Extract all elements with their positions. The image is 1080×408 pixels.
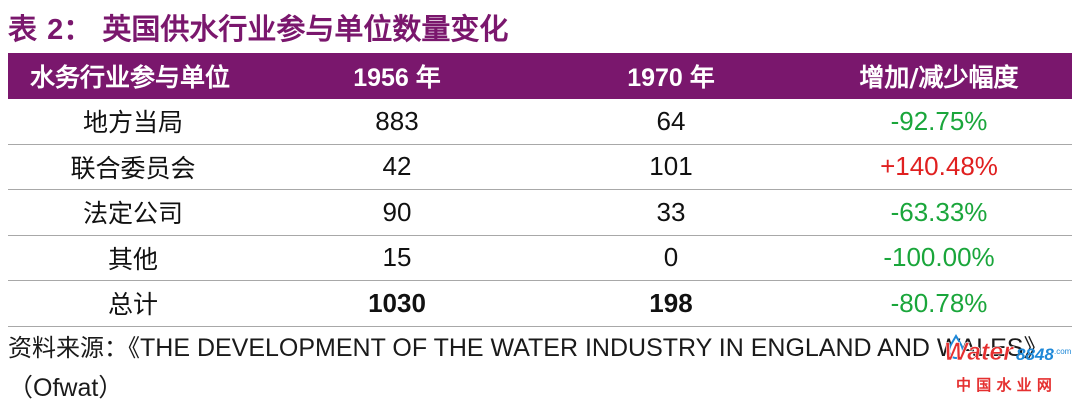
header-unit-type: 水务行业参与单位 [30,63,231,92]
source-close-bracket: 》 [1023,334,1048,362]
row-1970-value: 64 [656,105,686,136]
logo-brand-number: 8848 [1016,345,1054,364]
table-row: 地方当局 883 64 -92.75% [8,99,1072,145]
water8848-logo: Water 8848 .com 中 国 水 业 网 [944,333,1072,394]
row-change-value: -100.00% [883,242,995,273]
row-1956-value: 42 [382,151,412,182]
table-total-row: 总计 1030 198 -80.78% [8,281,1072,327]
header-1970: 1970 年 [627,64,715,92]
header-1956: 1956 年 [353,64,441,92]
table-row: 法定公司 90 33 -63.33% [8,190,1072,236]
row-1956-value: 90 [382,196,412,227]
source-title: THE DEVELOPMENT OF THE WATER INDUSTRY IN… [140,334,1024,362]
title-text: ： 英国供水行业参与单位数量变化 [63,12,509,46]
source-note: 资料来源：《THE DEVELOPMENT OF THE WATER INDUS… [8,328,1072,408]
row-name: 联合委员会 [70,153,196,183]
row-1970-value: 33 [656,196,686,227]
row-1970-value: 101 [649,151,693,182]
row-1956-value: 883 [375,105,419,136]
logo-brand: Water [944,338,1014,366]
row-change-value: +140.48% [880,151,998,182]
source-publisher: （Ofwat） [8,374,124,402]
row-change-value: -92.75% [890,105,988,136]
table-row: 联合委员会 42 101 +140.48% [8,145,1072,190]
table-title: 表 2： 英国供水行业参与单位数量变化 [8,8,508,50]
row-1970-value: 0 [663,242,679,273]
logo-subtitle: 中 国 水 业 网 [956,376,1052,394]
source-label: 资料来源： [8,334,128,362]
row-1956-value: 1030 [368,287,426,318]
source-open-bracket: 《 [128,334,140,362]
row-1970-value: 198 [649,287,693,318]
title-number: 2 [47,14,64,46]
row-name: 其他 [107,244,158,274]
row-change-value: -80.78% [890,287,988,318]
title-prefix: 表 [8,12,48,46]
row-name: 总计 [107,290,158,320]
row-name: 法定公司 [82,199,183,229]
row-name: 地方当局 [82,108,183,138]
row-change-value: -63.33% [890,196,988,227]
header-change: 增加/减少幅度 [859,63,1019,92]
logo-brand-suffix: .com [1054,347,1072,356]
table-row: 其他 15 0 -100.00% [8,236,1072,281]
logo-drop-icon [947,333,965,359]
row-1956-value: 15 [382,242,412,273]
data-table: 水务行业参与单位 1956 年 1970 年 增加/减少幅度 地方当局 883 … [8,53,1072,327]
table-header-row: 水务行业参与单位 1956 年 1970 年 增加/减少幅度 [8,53,1072,99]
